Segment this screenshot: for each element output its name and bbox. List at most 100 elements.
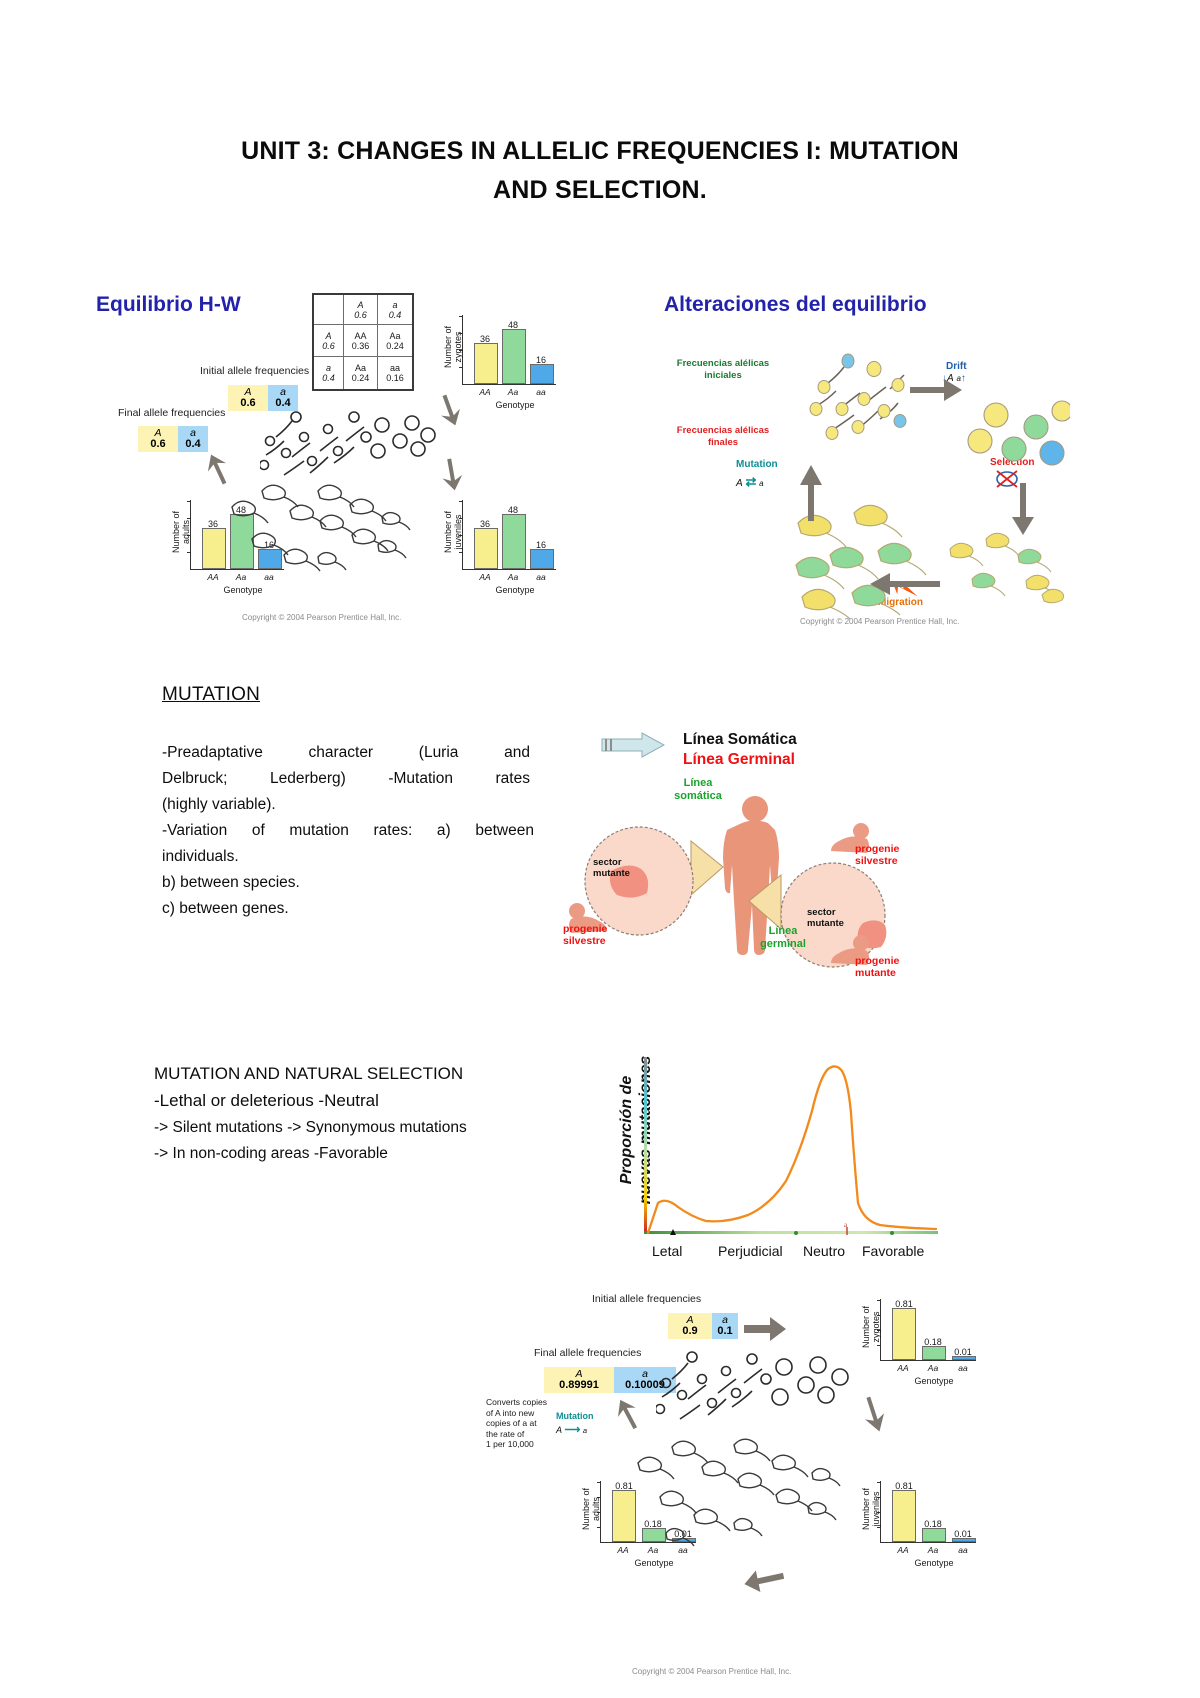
hw-final-value2: 0.4	[185, 438, 201, 450]
label-progenie-silvestre-right: progenie silvestre	[855, 843, 900, 867]
bar-Aa	[922, 1346, 946, 1360]
figure-mutation-proportion-chart: Proporción denuevas mutaciones	[600, 1055, 940, 1265]
selection-line3: -> Silent mutations -> Synonymous mutati…	[154, 1119, 467, 1136]
ms-final-allele-label: Final allele frequencies	[534, 1347, 642, 1359]
label-progenie-silvestre-left: progenie silvestre	[563, 923, 608, 947]
ms-mutation-alleles: A ⟶ a	[556, 1424, 587, 1436]
punnett-col2-header: a 0.4	[378, 295, 412, 325]
hw-copyright: Copyright © 2004 Pearson Prentice Hall, …	[242, 613, 402, 622]
ms-copyright: Copyright © 2004 Pearson Prentice Hall, …	[632, 1667, 792, 1676]
punnett-square-hw: A 0.6 a 0.4 A 0.6 AA 0.36 Aa 0.24 a 0.4 Aa 0.24…	[312, 293, 414, 391]
figure-hardy-weinberg: Equilibrio H-W Initial allele frequencie…	[90, 285, 560, 635]
bar-AA	[474, 528, 498, 569]
chart-zygotes-ylabel: Number of zygotes	[443, 325, 463, 369]
chart-juveniles-hw: 36 48 16 AA Aa aa Genotype Number of juve…	[443, 500, 556, 595]
svg-text:a: a	[844, 1221, 848, 1229]
bar-AA	[612, 1490, 636, 1542]
hw-initial-allele2: a	[280, 386, 286, 398]
ms-gametes-illustration	[656, 1351, 849, 1420]
ms-chart-zygotes: 0.81 0.18 0.01 AA Aa aa Genotype Number …	[861, 1299, 976, 1386]
hw-final-allele-box: A 0.6 a 0.4	[138, 426, 208, 452]
hw-final-allele1: A	[154, 427, 162, 439]
figure-hw-heading: Equilibrio H-W	[96, 293, 241, 316]
label-frecuencias-finales: Frecuencias alélicas finales	[676, 425, 770, 448]
ms-arrow-down-right-icon	[865, 1396, 885, 1432]
bar-Aa	[230, 514, 254, 569]
ms-initial-allele-label: Initial allele frequencies	[592, 1293, 702, 1305]
baby-lower-right-illustration	[831, 935, 869, 965]
punnett-cell-0: AA 0.36	[344, 325, 378, 357]
hw-initial-allele-box: A 0.6 a 0.4	[228, 385, 298, 411]
ms-arrow-left-icon	[744, 1570, 785, 1593]
hw-final-allele-label: Final allele frequencies	[118, 407, 226, 419]
chart-xcat-neutro: Neutro	[803, 1243, 846, 1259]
hw-final-allele2: a	[190, 427, 196, 439]
pointer-arrow-icon	[601, 732, 666, 758]
arrow-left-icon	[870, 573, 940, 595]
colored-mice-right-illustration	[949, 532, 1065, 604]
ms-final-value1: 0.89991	[559, 1379, 599, 1391]
figure-mutation-selection-cycle: Initial allele frequencies A 0.9 a 0.1 F…	[480, 1285, 1080, 1690]
bar-aa	[952, 1356, 976, 1360]
migration-arrow-icon	[892, 580, 918, 597]
punnett-corner	[314, 295, 344, 325]
arrow-up-left-icon	[207, 454, 227, 485]
selection-line4: -> In non-coding areas -Favorable	[154, 1145, 388, 1162]
punnett-cell-3: aa 0.16	[386, 363, 404, 383]
bar-aa	[530, 364, 554, 384]
selection-cross-icon	[996, 470, 1018, 488]
mutation-heading: MUTATION	[162, 684, 260, 705]
mutation-para2-line-1: individuals.	[162, 848, 239, 865]
alter-copyright: Copyright © 2004 Pearson Prentice Hall, …	[800, 617, 960, 626]
arrow-down-icon	[1012, 483, 1034, 535]
mutation-paragraph-2: -Variation of mutation rates: a) between indi…	[162, 818, 534, 922]
chart-xcat-letal: Letal	[652, 1243, 683, 1259]
hw-initial-allele-label: Initial allele frequencies	[200, 365, 310, 377]
label-migration: Migration	[878, 597, 923, 608]
ms-final-value2: 0.10009	[625, 1379, 665, 1391]
arrow-down-icon	[442, 458, 463, 491]
chart-adults-ylabel: Number of adults	[171, 510, 191, 554]
label-mutation: Mutation	[736, 459, 778, 470]
page-title-line1: UNIT 3: CHANGES IN ALLELIC FREQUENCIES I…	[241, 137, 959, 165]
bar-AA	[892, 1308, 916, 1360]
mutation-paragraph: -Preadaptative character (Luria and Delbruc…	[162, 740, 530, 818]
ms-chart-juveniles: 0.81 0.18 0.01 AA Aa aa Genotype Number …	[861, 1481, 976, 1568]
baby-upper-right-illustration	[831, 823, 869, 853]
bar-Aa	[502, 514, 526, 569]
mutation-para-line-2: (highly variable).	[162, 796, 276, 813]
punnett-col1-header: A 0.6	[344, 295, 378, 325]
ms-initial-allele2: a	[722, 1314, 728, 1326]
mice-illustration	[231, 484, 411, 572]
bar-AA	[202, 528, 226, 569]
chart-xcat-favorable: Favorable	[862, 1243, 925, 1259]
chart-zygotes-hw: 36 48 16 AA Aa aa Genotype Number of zygo…	[443, 315, 556, 410]
germinal-sector-magnifier	[748, 862, 887, 968]
ms-arrow-up-left-icon	[617, 1399, 638, 1430]
page-title-line2: AND SELECTION.	[493, 176, 707, 204]
baby-left-illustration	[569, 903, 607, 933]
ms-initial-allele1: A	[686, 1314, 694, 1326]
label-linea-germinal: Línea germinal	[760, 925, 806, 950]
ms-mutation-note: Converts copies of A into new copies of …	[486, 1397, 547, 1449]
ms-mice-illustration	[637, 1438, 841, 1547]
mutation-para-line-1: Delbruck; Lederberg) -Mutation rates	[162, 770, 530, 787]
ms-chart-adults-ylabel: Number of adults	[581, 1487, 601, 1531]
punnett-row2-header: a 0.4	[314, 357, 344, 389]
hw-initial-value1: 0.6	[240, 397, 256, 409]
mutation-para2-line-3: c) between genes.	[162, 900, 289, 917]
label-sector-mutante-right: sector mutante	[807, 907, 844, 929]
bar-aa	[258, 549, 282, 569]
arrow-up-icon	[800, 465, 822, 521]
mutation-para2-line-2: b) between species.	[162, 874, 300, 891]
punnett-row1-header: A 0.6	[314, 325, 344, 357]
title-linea-germinal: Línea Germinal	[683, 751, 795, 768]
punnett-cell-2: Aa 0.24	[344, 357, 378, 389]
bar-AA	[474, 343, 498, 384]
selection-heading: MUTATION AND NATURAL SELECTION	[154, 1064, 464, 1083]
ms-mutation-label: Mutation	[556, 1411, 594, 1421]
hw-initial-value2: 0.4	[275, 397, 291, 409]
label-frecuencias-iniciales: Frecuencias alélicas iniciales	[676, 358, 770, 381]
arrow-down-right-icon	[441, 394, 460, 426]
